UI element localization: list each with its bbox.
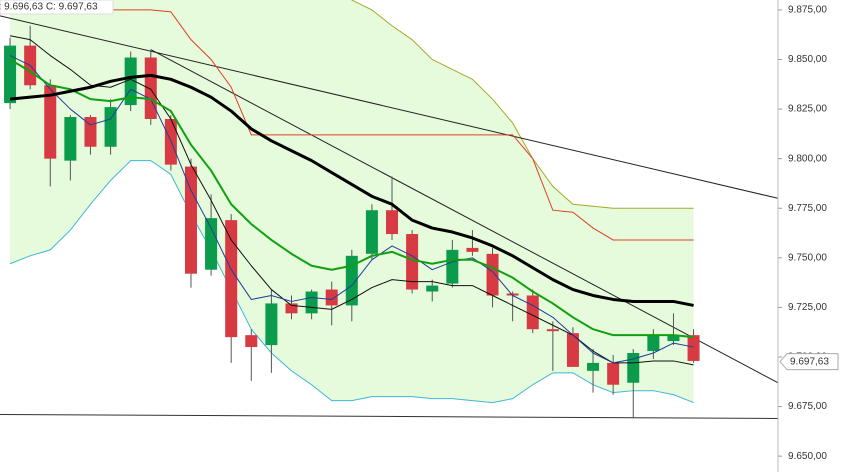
band-upper	[10, 0, 694, 209]
candle-body	[466, 247, 479, 252]
band-fill	[10, 0, 694, 403]
candle-body	[546, 329, 559, 332]
candle-body	[225, 220, 238, 338]
candle-body	[566, 333, 579, 367]
candle-body	[446, 249, 459, 284]
candle-body	[627, 353, 640, 383]
y-tick-label: 9.825,00	[788, 104, 827, 115]
candle-body	[506, 293, 519, 296]
candle-body	[205, 218, 218, 270]
band-lower	[9, 160, 694, 404]
candle-body	[345, 255, 358, 306]
moving-average	[9, 73, 694, 307]
candle-body	[406, 234, 419, 290]
candle-body	[486, 253, 499, 296]
candle-body	[687, 335, 700, 361]
info-text: L: 9.696,63 C: 9.697,63	[0, 2, 98, 13]
candle-body	[426, 285, 439, 292]
y-tick-label: 9.725,00	[788, 302, 827, 313]
candle-body	[265, 303, 278, 346]
info-box	[0, 0, 114, 15]
candle-body	[607, 362, 620, 385]
candle-body	[184, 166, 197, 274]
y-tick-label: 9.650,00	[788, 451, 827, 462]
candle-body	[245, 335, 258, 348]
candle-body	[365, 210, 378, 254]
y-tick-label: 9.800,00	[788, 153, 827, 164]
moving-average	[9, 58, 694, 339]
y-tick-label: 9.850,00	[788, 54, 827, 65]
candle-body	[144, 57, 157, 119]
y-tick-label: 9.675,00	[788, 401, 827, 412]
y-tick-label: 9.775,00	[788, 203, 827, 214]
candle-body	[647, 335, 660, 352]
candle-body	[285, 303, 298, 314]
candle-body	[386, 210, 399, 235]
candle-body	[325, 289, 338, 306]
candle-body	[305, 291, 318, 314]
candle-body	[587, 362, 600, 371]
indicator-line	[10, 9, 694, 241]
candle-body	[64, 117, 77, 161]
trend-line	[0, 413, 778, 419]
candle-body	[526, 295, 539, 330]
candle-body	[44, 85, 57, 159]
candle-body	[104, 107, 117, 147]
last-price-label: 9.697,63	[790, 356, 829, 367]
last-price-box	[779, 353, 839, 371]
trend-line	[0, 15, 778, 199]
plot-area	[0, 0, 778, 419]
y-tick-label: 9.875,00	[788, 5, 827, 16]
y-tick-label: 9.750,00	[788, 252, 827, 263]
candle-body	[4, 45, 17, 104]
candle-body	[667, 335, 680, 342]
